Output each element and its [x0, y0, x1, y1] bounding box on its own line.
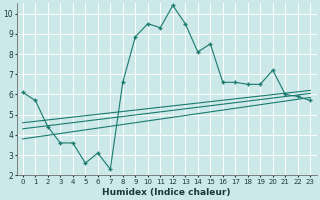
X-axis label: Humidex (Indice chaleur): Humidex (Indice chaleur): [102, 188, 231, 197]
